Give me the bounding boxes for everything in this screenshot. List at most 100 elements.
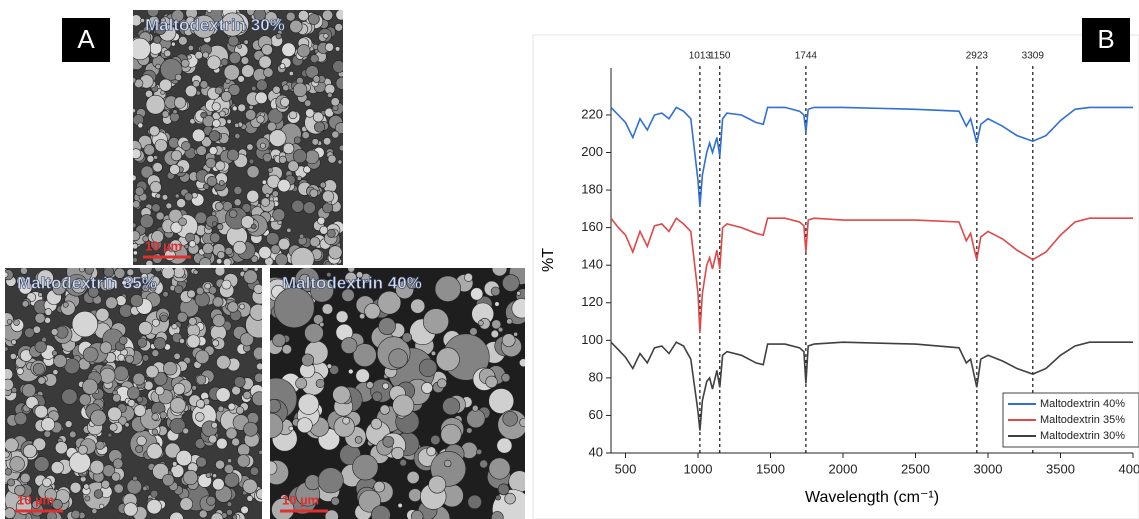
particle: [501, 333, 516, 347]
y-tick-label: 40: [589, 444, 603, 459]
particle: [150, 489, 159, 498]
particle: [7, 478, 15, 487]
particle: [513, 331, 518, 337]
particle: [152, 463, 169, 480]
particle: [149, 275, 161, 287]
particle: [296, 417, 313, 434]
particle: [258, 55, 272, 69]
particle: [127, 399, 136, 407]
particle: [211, 421, 218, 429]
particle: [146, 155, 155, 163]
particle: [277, 179, 291, 193]
particle: [469, 327, 478, 336]
particle: [188, 317, 197, 326]
particle: [326, 272, 332, 278]
particle: [391, 446, 405, 460]
particle: [275, 253, 288, 265]
particle: [142, 354, 150, 362]
particle: [141, 283, 150, 292]
particle: [256, 362, 262, 371]
particle: [179, 338, 185, 344]
particle: [208, 130, 221, 142]
particle: [237, 103, 246, 113]
particle: [13, 319, 20, 326]
particle: [331, 130, 340, 139]
particle: [83, 483, 90, 490]
particle: [145, 259, 154, 265]
y-tick-label: 220: [581, 106, 603, 121]
particle: [243, 39, 249, 45]
particle: [215, 459, 225, 470]
particle: [337, 159, 343, 165]
particle: [322, 137, 332, 146]
particle: [299, 273, 310, 285]
particle: [270, 244, 281, 255]
particle: [225, 427, 238, 440]
sem-images: Maltodextrin 30% 10 µm Maltodextrin 35% 10 …: [5, 10, 525, 519]
particle: [212, 296, 224, 308]
particle: [211, 102, 221, 112]
particle: [159, 411, 167, 419]
particle: [134, 283, 140, 289]
particle: [149, 181, 162, 194]
particle: [121, 279, 128, 286]
particle: [195, 349, 210, 365]
particle: [151, 230, 164, 244]
particle: [124, 422, 130, 428]
particle: [114, 268, 126, 279]
particle: [5, 468, 12, 476]
particle: [243, 421, 259, 437]
particle: [169, 239, 182, 252]
particle: [330, 97, 340, 107]
particle: [224, 246, 233, 256]
y-tick-label: 140: [581, 257, 603, 272]
particle: [519, 417, 525, 427]
particle: [34, 312, 46, 324]
particle: [214, 86, 223, 95]
particle: [214, 202, 224, 211]
peak-label: 1013: [689, 51, 712, 62]
legend-label: Maltodextrin 40%: [1040, 398, 1125, 410]
x-tick-label: 2500: [901, 461, 930, 476]
particle: [338, 144, 343, 152]
particle: [324, 42, 334, 52]
particle: [317, 467, 344, 494]
particle: [143, 380, 154, 391]
particle: [200, 111, 207, 119]
particle: [278, 155, 287, 164]
particle: [173, 96, 187, 109]
particle: [169, 417, 186, 434]
particle: [5, 271, 9, 278]
particle: [196, 456, 207, 468]
particle: [161, 194, 169, 201]
particle: [319, 225, 329, 235]
particle: [179, 497, 193, 511]
particle: [288, 425, 294, 431]
particle: [42, 477, 52, 488]
particle: [101, 479, 110, 489]
particle: [193, 269, 199, 275]
particle: [184, 192, 193, 202]
particle: [211, 339, 220, 347]
particle: [171, 10, 185, 23]
particle: [142, 485, 148, 492]
particle: [181, 140, 192, 151]
particle: [109, 423, 118, 432]
particle: [196, 374, 207, 385]
particle: [21, 300, 30, 308]
series-line: [610, 106, 1133, 208]
particle: [388, 348, 409, 369]
particle: [430, 350, 437, 356]
particle: [260, 197, 270, 207]
particle: [221, 279, 232, 290]
particle: [173, 382, 186, 396]
particle: [273, 287, 315, 329]
particle: [202, 183, 210, 190]
peak-label: 2923: [966, 51, 989, 62]
particle: [18, 280, 33, 295]
particle: [51, 350, 58, 357]
particle: [160, 314, 168, 323]
particle: [125, 354, 134, 364]
particle: [216, 223, 224, 231]
particle: [126, 268, 135, 276]
